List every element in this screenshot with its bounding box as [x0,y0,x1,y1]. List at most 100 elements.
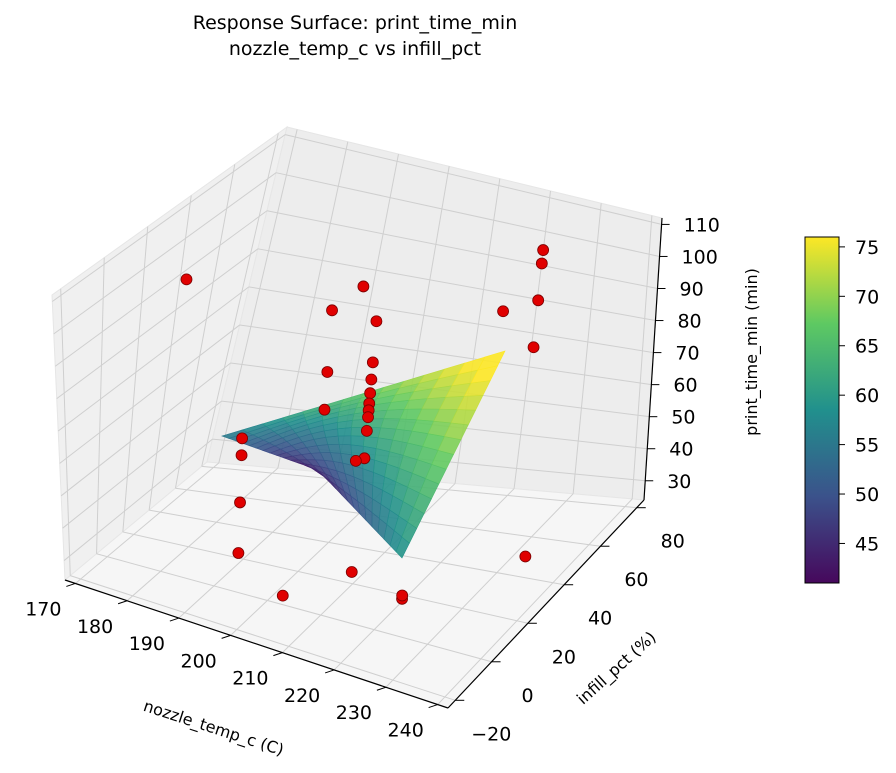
data-point [326,304,338,317]
grid-x-floor [437,498,633,705]
data-point [357,280,370,293]
grid-x-floor [282,483,456,654]
z-axis-title: print_time_min (min) [742,268,762,436]
x-tick-label: 170 [25,598,61,620]
y-tick-label: 20 [552,646,576,668]
colorbar-tick-label: 70 [855,286,879,308]
data-point [519,550,532,563]
grid-x-back [218,129,298,464]
data-point [370,315,383,328]
x-tick-label: 220 [284,685,320,707]
colorbar-tick-label: 45 [855,533,879,555]
x-tick [66,582,76,587]
x-tick-label: 210 [232,668,268,690]
scatter-points [180,244,550,605]
data-point [318,403,331,416]
grid-y-floor [122,531,528,624]
x-tick [221,634,231,639]
grid-x-back [572,203,602,494]
x-tick-label: 240 [388,720,424,742]
grid-x-floor [385,493,574,688]
grid-y-left [60,288,71,576]
x-tick [324,669,335,674]
data-point [396,589,409,602]
grid-z-left [57,286,250,432]
z-tick-label: 110 [684,214,720,236]
data-point [365,373,378,386]
z-tick-label: 100 [682,246,718,268]
data-point [537,244,550,256]
colorbar-tick-label: 55 [855,435,879,457]
chart-title-line-2: nozzle_temp_c vs infill_pct [228,38,482,60]
data-point [497,305,509,318]
grid-y-left [122,226,149,532]
surface-patch [395,536,410,559]
grid-z-back [239,324,652,386]
grid-x-floor [333,488,515,671]
x-tick-label: 190 [129,633,165,655]
x-tick [117,600,128,605]
grid-x-floor [75,462,220,584]
colorbar: 45 50 55 60 65 70 75 [804,236,879,584]
grid-x-back [277,141,349,469]
grid-z-left [53,172,277,335]
data-point [236,432,248,445]
x-axis-line [64,579,449,709]
surface-patch [325,435,340,445]
grid-x-floor [178,472,338,619]
data-point [366,356,379,369]
data-point [235,449,248,462]
surface-patch [337,427,352,437]
chart-title-line-1: Response Surface: print_time_min [192,12,518,34]
data-point [364,387,377,400]
x-tick [273,652,283,657]
grid-y-floor [96,553,492,663]
z-tick-label: 30 [667,471,691,493]
x-tick [428,704,438,709]
grid-y-left [174,164,236,489]
y-tick-label: 80 [661,531,685,553]
z-axis-line [643,217,663,501]
data-point [234,496,246,509]
x-tick-label: 200 [180,650,216,672]
grid-y-left [148,195,192,511]
y-tick-label: −20 [471,723,511,745]
y-axis-title: infill_pct (%) [573,628,660,709]
z-tick-label: 50 [671,407,695,429]
x-tick [376,686,387,691]
grid-z-back [266,210,658,289]
grid-z-back [275,172,660,257]
y-axis-line [447,499,645,709]
grid-y-floor [149,509,565,586]
data-point [362,411,374,424]
x-tick [169,617,180,622]
axis-lines [64,217,670,709]
z-tick-label: 80 [677,311,701,333]
data-point [527,341,540,354]
data-point [232,547,245,559]
grid-z-back [257,248,656,322]
colorbar-tick-label: 65 [855,336,879,358]
x-axis-title: nozzle_temp_c (C) [141,696,286,760]
z-tick-label: 40 [669,439,693,461]
data-point [535,257,548,270]
grid-z-back [248,286,654,354]
colorbar-tick-label: 60 [855,385,879,407]
z-tick-label: 90 [680,279,704,301]
grid-z-left [52,134,286,302]
x-tick-label: 180 [77,616,113,638]
z-tick-label: 70 [675,343,699,365]
data-point [321,366,334,378]
grid-z-left [60,362,231,497]
z-tick-label: 60 [673,375,697,397]
grid-z-back [285,134,662,225]
grid-z-left [63,438,213,561]
grid-z-left [54,210,268,367]
data-point [532,294,545,307]
colorbar-tick-label: 75 [855,237,879,259]
grid-lines [52,129,662,705]
y-tick-label: 60 [624,569,648,591]
grid-y-left [201,133,279,467]
grid-z-left [62,400,222,529]
data-point [345,566,358,578]
